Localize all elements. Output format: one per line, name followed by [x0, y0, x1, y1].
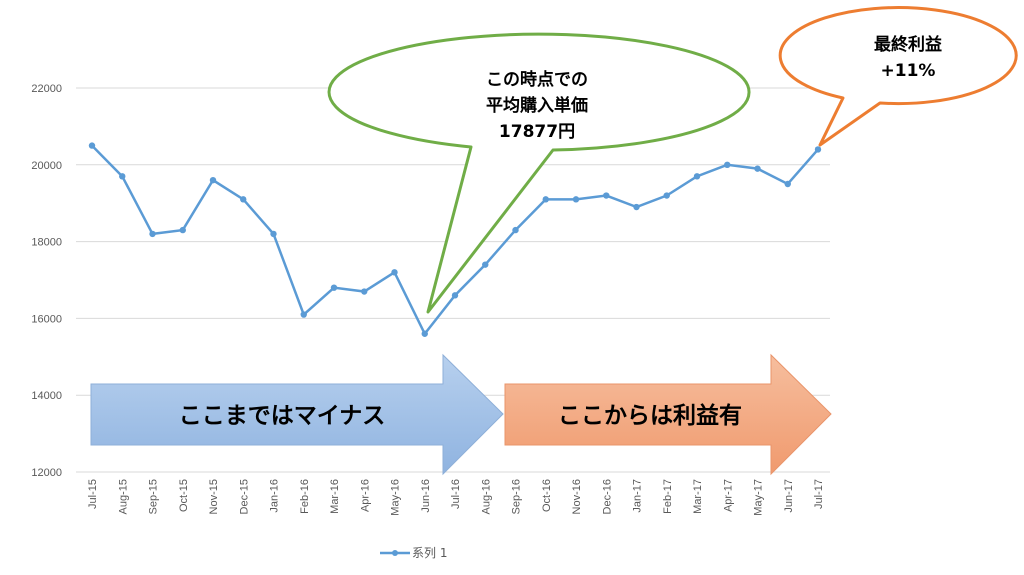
plus-arrow: ここからは利益有 [504, 353, 832, 476]
y-tick-label: 18000 [31, 237, 62, 249]
data-point [88, 142, 96, 149]
data-point [633, 203, 640, 211]
x-tick-label: Aug-16 [480, 479, 492, 514]
x-tick-label: Jul-15 [87, 479, 99, 509]
plus-arrow-label: ここからは利益有 [558, 402, 742, 429]
final-profit-callout: 最終利益 +11% [778, 6, 1018, 147]
data-point [149, 230, 156, 238]
minus-arrow-label: ここまではマイナス [179, 403, 386, 429]
x-tick-label: Mar-17 [692, 479, 704, 514]
x-tick-label: Jan-16 [269, 479, 281, 513]
y-tick-label: 14000 [31, 390, 62, 402]
data-point [814, 146, 822, 153]
data-point [754, 165, 761, 172]
x-tick-label: May-16 [390, 479, 402, 516]
x-tick-label: Apr-16 [359, 479, 371, 512]
x-tick-label: Feb-16 [299, 479, 311, 514]
data-point [209, 176, 217, 184]
minus-arrow-shape [90, 353, 504, 476]
x-tick-label: May-17 [753, 479, 765, 516]
series-points [88, 142, 822, 337]
purchase-callout-line-3: 17877円 [499, 122, 575, 142]
x-tick-label: Feb-17 [662, 479, 674, 514]
data-point [179, 226, 186, 234]
x-tick-label: Dec-16 [601, 479, 613, 514]
x-tick-label: Apr-17 [722, 479, 734, 512]
x-tick-label: Jan-17 [632, 479, 644, 513]
x-tick-label: Aug-15 [117, 479, 129, 514]
y-tick-label: 16000 [31, 313, 62, 325]
x-tick-label: Jun-17 [783, 479, 795, 513]
data-point [512, 226, 519, 234]
x-axis-ticks: Jul-15 Aug-15 Sep-15 Oct-15 Nov-15 Dec-15 Jan-… [87, 479, 825, 516]
data-point [724, 161, 731, 168]
data-point [693, 173, 701, 180]
y-tick-label: 12000 [31, 467, 62, 479]
x-tick-label: Sep-15 [148, 479, 160, 514]
x-tick-label: Oct-16 [541, 479, 553, 512]
purchase-callout-line-1: この時点での [486, 69, 588, 90]
data-point [784, 180, 791, 188]
x-tick-label: Jul-17 [813, 479, 825, 509]
profit-callout-line-1: 最終利益 [874, 34, 942, 55]
x-tick-label: Mar-16 [329, 479, 341, 514]
y-tick-label: 22000 [31, 83, 62, 95]
x-tick-label: Nov-15 [208, 479, 220, 514]
x-tick-label: Jun-16 [420, 479, 432, 513]
data-point [451, 292, 459, 299]
data-point [240, 196, 247, 203]
x-tick-label: Nov-16 [571, 479, 583, 514]
plus-arrow-shape [504, 353, 832, 476]
data-point [361, 288, 368, 295]
profit-callout-bubble [778, 6, 1018, 147]
legend-marker-icon [392, 550, 398, 556]
minus-arrow: ここまではマイナス [90, 353, 504, 476]
legend-series-label: 系列 1 [412, 546, 447, 560]
legend: 系列 1 [380, 546, 447, 560]
x-tick-label: Jul-16 [450, 479, 462, 509]
data-point [663, 192, 670, 199]
x-tick-label: Sep-16 [511, 479, 523, 514]
purchase-callout-line-2: 平均購入単価 [486, 95, 588, 116]
data-point [270, 230, 277, 238]
data-point [330, 284, 338, 291]
data-point [482, 261, 489, 268]
x-tick-label: Oct-15 [178, 479, 190, 512]
purchase-price-callout: この時点での 平均購入単価 17877円 [327, 32, 751, 314]
purchase-callout-bubble [327, 32, 751, 314]
y-tick-label: 20000 [31, 160, 62, 172]
data-point [300, 311, 307, 318]
data-point [119, 173, 126, 180]
data-point [391, 269, 398, 276]
x-tick-label: Dec-15 [238, 479, 250, 514]
data-point [542, 196, 549, 203]
data-point [603, 192, 610, 199]
data-point [572, 196, 580, 203]
profit-callout-line-2: +11% [881, 61, 936, 81]
data-point [421, 330, 428, 337]
y-axis-ticks: 12000 14000 16000 18000 20000 22000 [31, 83, 62, 479]
